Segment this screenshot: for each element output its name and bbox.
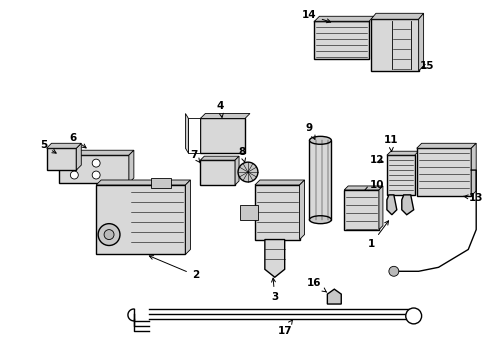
Polygon shape (387, 151, 418, 155)
Circle shape (71, 171, 78, 179)
Circle shape (238, 162, 258, 182)
Bar (371, 19, 418, 71)
Bar (96, 185, 185, 255)
Text: 4: 4 (217, 100, 224, 117)
Polygon shape (379, 186, 383, 230)
Bar (47, 148, 76, 170)
Text: 17: 17 (277, 320, 293, 336)
Polygon shape (265, 239, 285, 277)
Text: 11: 11 (384, 135, 398, 152)
Circle shape (92, 171, 100, 179)
Polygon shape (315, 16, 374, 21)
Bar (387, 155, 415, 195)
Polygon shape (189, 118, 200, 153)
Bar (416, 148, 471, 196)
Polygon shape (200, 113, 250, 118)
Text: 16: 16 (307, 278, 327, 292)
Bar (200, 160, 235, 185)
Text: 1: 1 (368, 221, 389, 249)
Polygon shape (416, 143, 476, 148)
Bar (240, 205, 258, 220)
Polygon shape (235, 156, 239, 185)
Polygon shape (344, 186, 383, 190)
Text: 8: 8 (239, 147, 245, 163)
Polygon shape (471, 143, 476, 196)
Bar (200, 118, 245, 153)
Text: 9: 9 (306, 123, 315, 139)
Text: 15: 15 (419, 61, 434, 71)
Polygon shape (327, 289, 341, 304)
Text: 14: 14 (302, 10, 331, 23)
Text: 10: 10 (364, 180, 384, 190)
Polygon shape (371, 13, 424, 19)
Ellipse shape (104, 230, 114, 239)
Bar (310, 140, 331, 220)
Text: 12: 12 (370, 155, 384, 165)
Polygon shape (418, 13, 424, 71)
Ellipse shape (310, 216, 331, 224)
Bar (151, 178, 171, 188)
Circle shape (92, 159, 100, 167)
Text: 13: 13 (464, 193, 484, 203)
Polygon shape (255, 180, 305, 185)
Polygon shape (387, 195, 397, 215)
Polygon shape (185, 113, 189, 153)
Polygon shape (59, 150, 134, 155)
Polygon shape (299, 180, 305, 239)
Polygon shape (76, 143, 81, 170)
Bar (315, 21, 369, 59)
Polygon shape (47, 143, 81, 148)
Circle shape (406, 308, 421, 324)
Polygon shape (200, 156, 239, 160)
Polygon shape (96, 180, 191, 185)
Text: 2: 2 (149, 256, 199, 280)
Bar (59, 155, 129, 183)
Bar (344, 190, 379, 230)
Text: 5: 5 (40, 140, 56, 153)
Circle shape (71, 159, 78, 167)
Text: 3: 3 (271, 278, 278, 302)
Polygon shape (185, 180, 191, 255)
Bar (255, 185, 299, 239)
Polygon shape (402, 195, 414, 215)
Ellipse shape (310, 136, 331, 144)
Text: 6: 6 (70, 133, 86, 148)
Text: 7: 7 (191, 150, 200, 163)
Polygon shape (129, 150, 134, 183)
Ellipse shape (98, 224, 120, 246)
Circle shape (389, 266, 399, 276)
